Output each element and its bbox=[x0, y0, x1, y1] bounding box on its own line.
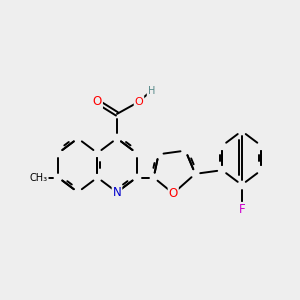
Text: CH₃: CH₃ bbox=[30, 172, 48, 182]
Text: F: F bbox=[238, 203, 245, 216]
Text: O: O bbox=[93, 95, 102, 108]
Text: O: O bbox=[135, 97, 143, 107]
Text: H: H bbox=[148, 86, 155, 96]
Text: O: O bbox=[169, 187, 178, 200]
Text: N: N bbox=[112, 186, 122, 199]
